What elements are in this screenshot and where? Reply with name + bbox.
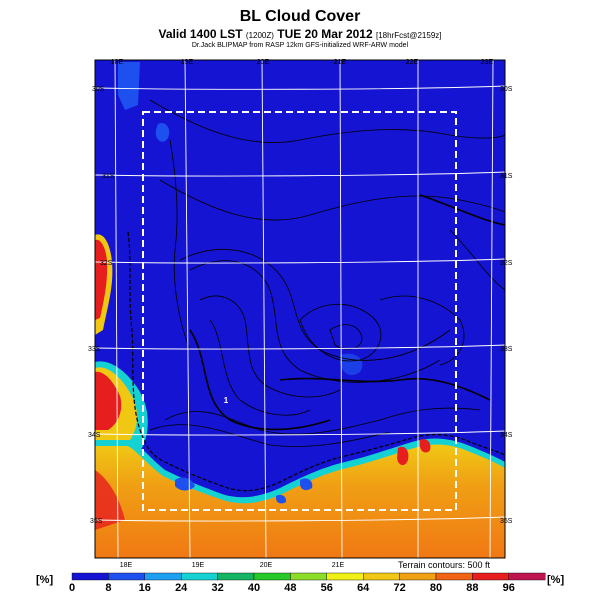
colorbar-tick-label: 64	[357, 582, 370, 594]
colorbar-swatch	[253, 572, 291, 581]
colorbar-swatch	[217, 572, 255, 581]
colorbar-tick-label: 16	[139, 582, 151, 594]
clear-hole	[276, 494, 287, 504]
lat-label-right: 30S	[500, 86, 513, 93]
lat-label-left: 33S	[88, 346, 101, 353]
colorbar-swatch	[508, 572, 546, 581]
colorbar: 0 8 16 24 32 40 48 56 64 72 80 88 96	[69, 572, 546, 594]
lat-label-left: 30S	[92, 86, 105, 93]
low-cover-patch	[118, 62, 140, 110]
colorbar-tick-label: 56	[321, 582, 333, 594]
lon-label-top: 21E	[334, 59, 347, 66]
colorbar-tick-label: 24	[175, 582, 188, 594]
colorbar-tick-label: 40	[248, 582, 260, 594]
lat-label-right: 35S	[500, 518, 513, 525]
valid-time: Valid 1400 LST	[158, 27, 243, 41]
lon-label-bottom: 19E	[192, 562, 205, 569]
colorbar-unit-left: [%]	[36, 574, 54, 586]
colorbar-swatch	[435, 572, 473, 581]
forecast-date: TUE 20 Mar 2012	[277, 27, 373, 41]
lat-label-left: 31S	[102, 173, 115, 180]
lat-label-right: 34S	[500, 432, 513, 439]
valid-time-subtitle: Valid 1400 LST (1200Z) TUE 20 Mar 2012 […	[0, 27, 600, 41]
colorbar-swatch	[472, 572, 509, 581]
cloud-band-hotspot	[420, 439, 431, 453]
colorbar-swatch	[144, 572, 182, 581]
site-marker-label: 1	[224, 396, 229, 405]
colorbar-tick-label: 32	[211, 582, 223, 594]
forecast-hour: [18hrFcst@2159z]	[376, 31, 442, 40]
lat-label-left: 35S	[90, 518, 103, 525]
lon-label-bottom: 18E	[120, 562, 133, 569]
colorbar-swatch	[108, 572, 146, 581]
terrain-contours	[149, 99, 505, 447]
coastline	[127, 231, 505, 492]
colorbar-swatch	[180, 572, 218, 581]
lat-label-left: 32S	[100, 260, 113, 267]
colorbar-tick-label: 80	[430, 582, 442, 594]
map-title: BL Cloud Cover	[239, 8, 361, 25]
model-credit: Dr.Jack BLIPMAP from RASP 12km GFS-initi…	[191, 42, 409, 49]
terrain-contours-major	[189, 194, 505, 431]
lon-label-top: 19E	[181, 59, 194, 66]
lat-label-right: 32S	[500, 260, 513, 267]
lat-labels-right: 30S 31S 32S 33S 34S 35S	[500, 86, 513, 525]
lon-label-top: 18E	[111, 59, 124, 66]
lon-labels-bottom: 18E 19E 20E 21E	[120, 562, 345, 569]
lat-label-right: 31S	[500, 173, 513, 180]
colorbar-tick-label: 0	[69, 582, 75, 594]
terrain-contours-note: Terrain contours: 500 ft	[398, 560, 491, 570]
graticule	[95, 60, 505, 558]
colorbar-swatch	[71, 572, 109, 581]
lon-label-top: 23E	[481, 59, 494, 66]
lon-labels-top: 18E 19E 20E 21E 22E 23E	[111, 59, 494, 66]
lat-label-left: 34S	[88, 432, 101, 439]
colorbar-tick-label: 88	[466, 582, 478, 594]
colorbar-tick-label: 96	[503, 582, 515, 594]
cloud-band-hotspot	[397, 446, 409, 466]
cloud-strip-west-core	[95, 239, 108, 320]
cloud-patch-sw-core	[95, 371, 122, 430]
cloud-band-south	[95, 444, 505, 558]
clear-hole	[300, 478, 313, 491]
model-domain-box	[142, 111, 457, 511]
map-field	[95, 60, 505, 558]
lon-label-bottom: 21E	[332, 562, 345, 569]
lon-label-top: 22E	[406, 59, 419, 66]
colorbar-swatch	[363, 572, 400, 581]
clear-hole	[175, 477, 195, 491]
colorbar-tick-label: 48	[284, 582, 296, 594]
low-cover-patch	[155, 122, 170, 142]
colorbar-unit-right: [%]	[547, 574, 565, 586]
map-frame	[94, 59, 506, 559]
colorbar-swatch	[399, 572, 437, 581]
colorbar-swatch	[290, 572, 327, 581]
lat-labels-left: 30S 31S 32S 33S 34S 35S	[88, 86, 115, 525]
colorbar-swatch	[326, 572, 364, 581]
lon-label-bottom: 20E	[260, 562, 273, 569]
colorbar-tick-label: 8	[105, 582, 111, 594]
utc-time: (1200Z)	[245, 31, 274, 40]
lat-label-right: 33S	[500, 346, 513, 353]
lon-label-top: 20E	[257, 59, 270, 66]
colorbar-tick-label: 72	[393, 582, 405, 594]
